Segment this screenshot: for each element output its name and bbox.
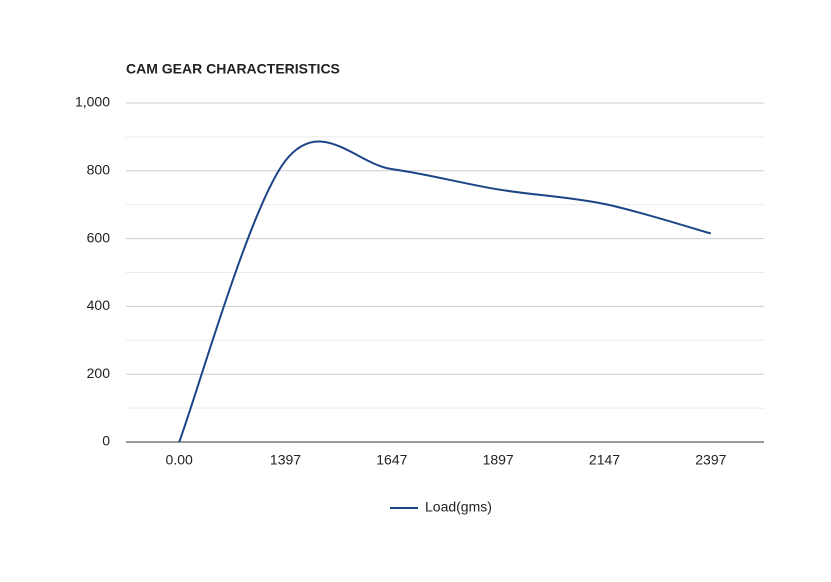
x-tick-label: 2397 bbox=[695, 452, 726, 468]
x-tick-label: 1897 bbox=[483, 452, 514, 468]
y-tick-label: 800 bbox=[87, 162, 111, 178]
y-tick-label: 1,000 bbox=[75, 94, 110, 110]
y-tick-label: 400 bbox=[87, 297, 111, 313]
x-tick-label: 1647 bbox=[376, 452, 407, 468]
line-series bbox=[178, 140, 712, 443]
chart-title: CAM GEAR CHARACTERISTICS bbox=[126, 61, 340, 77]
y-tick-label: 600 bbox=[87, 229, 111, 245]
y-tick-label: 200 bbox=[87, 365, 111, 381]
legend-label: Load(gms) bbox=[425, 499, 492, 515]
y-tick-label: 0 bbox=[102, 433, 110, 449]
x-tick-label: 0.00 bbox=[166, 452, 193, 468]
x-tick-label: 2147 bbox=[589, 452, 620, 468]
x-tick-label: 1397 bbox=[270, 452, 301, 468]
